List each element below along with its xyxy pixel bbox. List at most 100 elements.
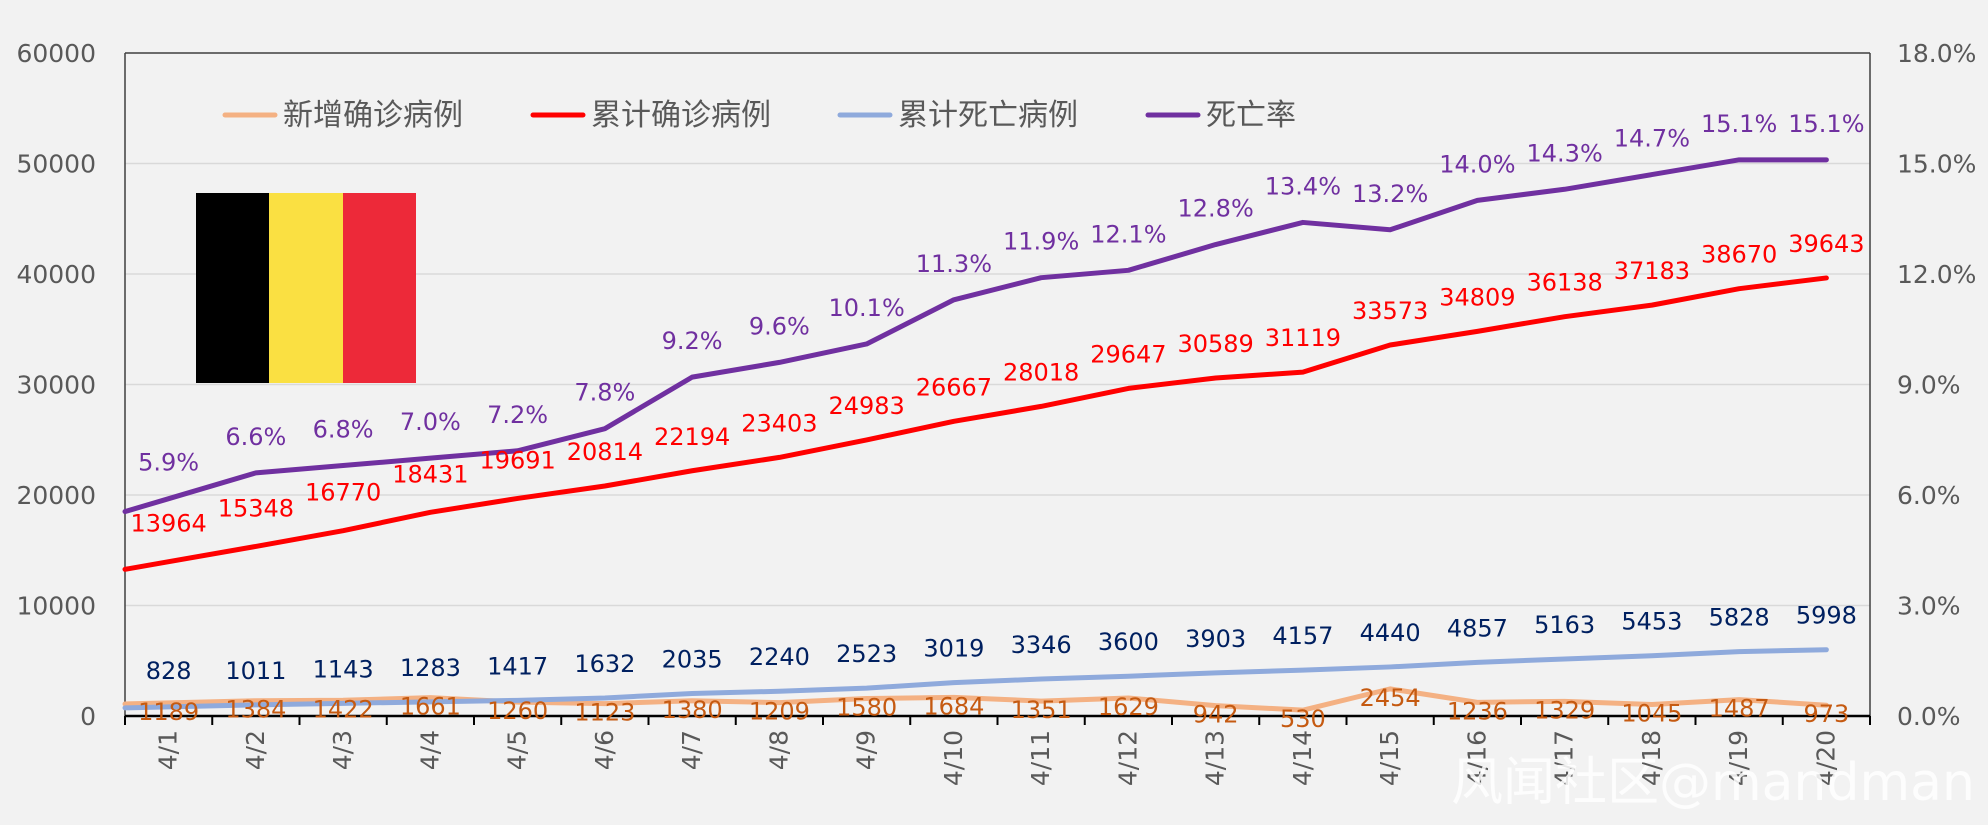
- y-tick-label: 20000: [16, 481, 96, 510]
- data-label: 3600: [1098, 628, 1159, 656]
- data-label: 1384: [225, 696, 286, 724]
- data-label: 38670: [1701, 241, 1777, 269]
- x-tick-label: 4/8: [764, 730, 793, 770]
- data-label: 18431: [392, 460, 468, 488]
- data-label: 26667: [916, 373, 992, 401]
- data-label: 33573: [1352, 297, 1428, 325]
- x-tick-label: 4/11: [1026, 730, 1055, 786]
- data-label: 20814: [567, 438, 643, 466]
- x-tick-label: 4/14: [1288, 730, 1317, 786]
- y2-tick-label: 3.0%: [1897, 592, 1961, 621]
- axes: 0 10000 20000 30000 40000 50000 60000 0.0% 3.0% 6…: [16, 39, 1976, 786]
- data-label: 6.6%: [225, 423, 286, 451]
- series-line-1: [122, 275, 1829, 572]
- legend-label-1: 累计确诊病例: [591, 98, 771, 133]
- data-label: 2523: [836, 640, 897, 668]
- data-label: 5998: [1796, 602, 1857, 630]
- y2-tick-label: 15.0%: [1897, 150, 1976, 179]
- data-label: 31119: [1265, 324, 1341, 352]
- data-label: 23403: [741, 409, 817, 437]
- y2-tick-label: 18.0%: [1897, 39, 1976, 68]
- data-label: 5.9%: [138, 449, 199, 477]
- data-label: 5163: [1534, 611, 1595, 639]
- data-label: 530: [1280, 705, 1326, 733]
- data-label: 14.0%: [1439, 150, 1515, 178]
- data-label: 4157: [1272, 622, 1333, 650]
- data-label: 2240: [749, 643, 810, 671]
- x-tick-label: 4/5: [503, 730, 532, 770]
- data-label: 1143: [313, 655, 374, 683]
- y-tick-label: 40000: [16, 260, 96, 289]
- data-label: 1011: [225, 657, 286, 685]
- y-tick-label: 0: [80, 702, 96, 731]
- flag-stripe-1: [269, 193, 344, 383]
- x-tick-label: 4/20: [1811, 730, 1840, 786]
- x-tick-label: 4/10: [939, 730, 968, 786]
- data-label: 1189: [138, 698, 199, 726]
- data-label: 1684: [923, 692, 984, 720]
- data-label: 1329: [1534, 696, 1595, 724]
- x-tick-label: 4/6: [590, 730, 619, 770]
- data-labels: 1189 1384 1422 1661 1260 1123 1380 1209 1580 1684…: [130, 110, 1864, 733]
- legend-label-0: 新增确诊病例: [283, 98, 463, 133]
- y-tick-label: 60000: [16, 39, 96, 68]
- data-label: 1661: [400, 693, 461, 721]
- x-tick-label: 4/7: [677, 730, 706, 770]
- data-label: 1045: [1621, 699, 1682, 727]
- data-label: 28018: [1003, 358, 1079, 386]
- data-label: 39643: [1788, 230, 1864, 258]
- data-label: 942: [1193, 701, 1239, 729]
- flag-stripe-0: [196, 193, 270, 383]
- data-label: 1260: [487, 697, 548, 725]
- x-tick-label: 4/2: [241, 730, 270, 770]
- x-tick-label: 4/4: [415, 730, 444, 770]
- data-label: 1209: [749, 698, 810, 726]
- data-label: 3903: [1185, 625, 1246, 653]
- data-label: 973: [1803, 700, 1849, 728]
- data-label: 22194: [654, 423, 730, 451]
- y2-tick-label: 9.0%: [1897, 371, 1961, 400]
- x-tick-label: 4/1: [154, 730, 183, 770]
- x-tick-label: 4/15: [1375, 730, 1404, 786]
- series-lines: [122, 157, 1829, 713]
- data-label: 36138: [1526, 269, 1602, 297]
- y2-tick-label: 0.0%: [1897, 702, 1961, 731]
- data-label: 13.2%: [1352, 180, 1428, 208]
- data-label: 5453: [1621, 608, 1682, 636]
- data-label: 13964: [130, 510, 206, 538]
- data-label: 14.3%: [1527, 139, 1603, 167]
- data-label: 30589: [1177, 330, 1253, 358]
- data-label: 10.1%: [829, 294, 905, 322]
- data-label: 15.1%: [1701, 110, 1777, 138]
- data-label: 11.3%: [916, 250, 992, 278]
- x-tick-label: 4/9: [852, 730, 881, 770]
- data-label: 9.6%: [749, 312, 810, 340]
- data-label: 7.0%: [400, 408, 461, 436]
- legend-label-3: 死亡率: [1206, 98, 1296, 133]
- data-label: 4440: [1360, 619, 1421, 647]
- data-label: 1632: [574, 650, 635, 678]
- x-tick-label: 4/12: [1113, 730, 1142, 786]
- data-label: 24983: [828, 392, 904, 420]
- data-label: 1580: [836, 694, 897, 722]
- data-label: 7.8%: [574, 379, 635, 407]
- data-label: 16770: [305, 479, 381, 507]
- data-label: 19691: [479, 446, 555, 474]
- series-line-2: [122, 647, 1829, 711]
- data-label: 1236: [1447, 697, 1508, 725]
- data-label: 9.2%: [662, 327, 723, 355]
- series-line-0: [122, 686, 1829, 713]
- data-label: 37183: [1614, 257, 1690, 285]
- data-label: 1422: [313, 695, 374, 723]
- x-tick-label: 4/18: [1637, 730, 1666, 786]
- data-label: 12.1%: [1090, 220, 1166, 248]
- data-label: 15348: [218, 494, 294, 522]
- data-label: 1417: [487, 652, 548, 680]
- y-tick-label: 50000: [16, 150, 96, 179]
- y-tick-label: 30000: [16, 371, 96, 400]
- data-label: 34809: [1439, 283, 1515, 311]
- series-line-3: [122, 157, 1829, 515]
- data-label: 2454: [1360, 684, 1421, 712]
- data-label: 12.8%: [1178, 195, 1254, 223]
